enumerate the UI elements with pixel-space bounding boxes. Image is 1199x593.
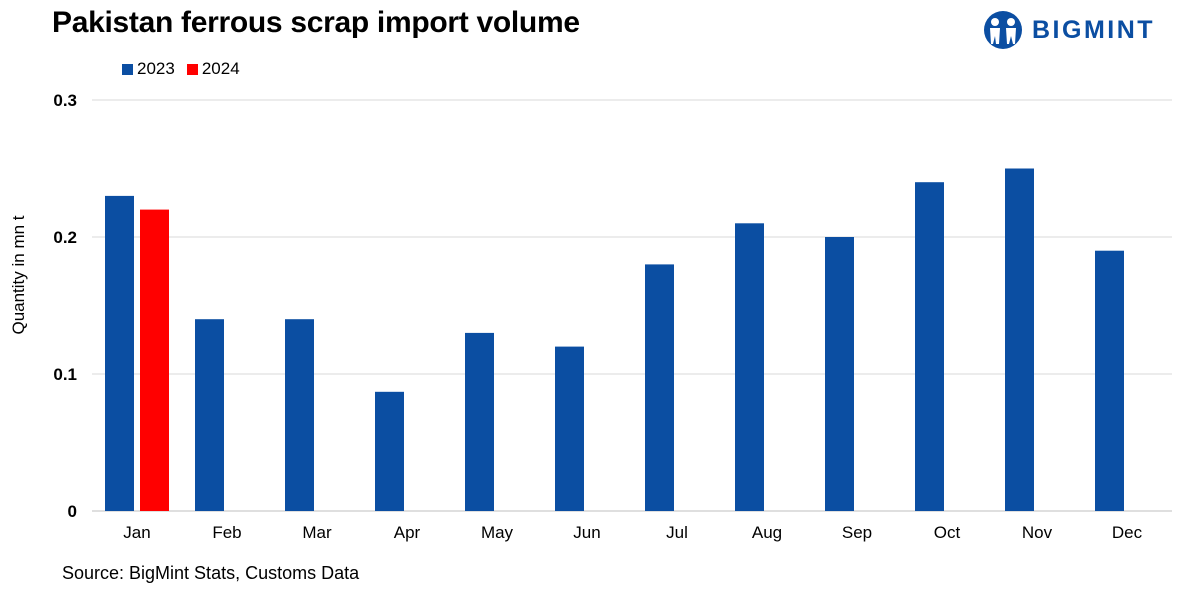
legend-swatch-2024: [186, 63, 198, 75]
x-tick-label: May: [481, 523, 514, 542]
x-tick-label: Sep: [842, 523, 872, 542]
y-tick-label: 0.3: [53, 91, 77, 110]
chart-legend: 2023 2024: [122, 59, 252, 79]
bar-2023-oct: [915, 182, 944, 511]
bar-2023-jan: [105, 195, 134, 511]
y-tick-label: 0: [68, 502, 77, 521]
x-tick-label: Apr: [394, 523, 421, 542]
y-tick-label: 0.2: [53, 228, 77, 247]
x-tick-label: Nov: [1022, 523, 1053, 542]
source-note: Source: BigMint Stats, Customs Data: [62, 563, 360, 583]
bigmint-people-icon: [984, 11, 1022, 49]
brand-name: BIGMINT: [1032, 15, 1156, 44]
bar-2023-aug: [735, 223, 764, 512]
legend-item-2024: 2024: [186, 59, 240, 79]
bar-2023-sep: [825, 237, 854, 511]
y-tick-label: 0.1: [53, 365, 77, 384]
x-tick-label: Jul: [666, 523, 688, 542]
bar-2023-mar: [285, 319, 314, 511]
bar-2023-apr: [375, 391, 404, 511]
bar-2023-jun: [555, 346, 584, 511]
chart-title: Pakistan ferrous scrap import volume: [52, 6, 580, 39]
legend-item-2023: 2023: [122, 59, 175, 79]
x-tick-label: Jan: [123, 523, 150, 542]
bar-2023-dec: [1095, 250, 1124, 511]
x-tick-label: Mar: [302, 523, 332, 542]
bar-2023-nov: [1005, 168, 1034, 511]
bar-2023-jul: [645, 264, 674, 511]
x-tick-label: Oct: [934, 523, 961, 542]
bar-2024-jan: [140, 209, 169, 511]
x-tick-label: Feb: [212, 523, 241, 542]
legend-label-2023: 2023: [137, 59, 175, 78]
x-tick-label: Aug: [752, 523, 782, 542]
bar-2023-may: [465, 332, 494, 511]
x-tick-label: Jun: [573, 523, 600, 542]
legend-swatch-2023: [122, 63, 133, 75]
x-tick-label: Dec: [1112, 523, 1143, 542]
bar-2023-feb: [195, 319, 224, 511]
legend-label-2024: 2024: [201, 59, 240, 78]
brand-logo: BIGMINT: [982, 10, 1155, 50]
